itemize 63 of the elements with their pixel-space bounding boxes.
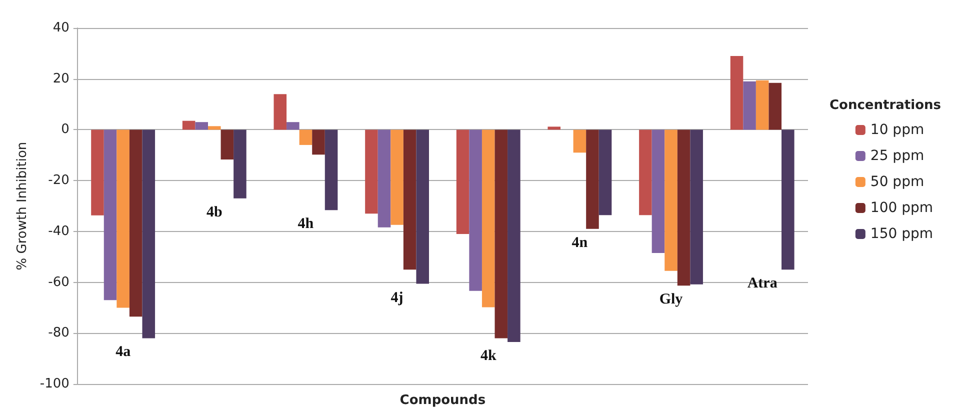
bar (639, 130, 652, 216)
legend-label: 10 ppm (870, 122, 924, 138)
x-tick-label: Atra (747, 276, 778, 292)
bar (782, 130, 794, 270)
bar (508, 130, 520, 342)
y-tick-label: 0 (61, 122, 70, 138)
bar (652, 130, 665, 254)
bar (456, 130, 470, 234)
bar (182, 120, 196, 130)
bar (91, 130, 104, 216)
bar (104, 130, 117, 300)
legend-title: Concentrations (830, 98, 942, 113)
bar (416, 130, 430, 284)
y-tick-label: -100 (40, 376, 70, 392)
x-tick-label: 4h (298, 216, 314, 232)
y-tick-label: -60 (48, 274, 70, 290)
bar (743, 81, 756, 130)
bar (234, 130, 246, 198)
legend-label: 25 ppm (870, 148, 924, 164)
y-tick-label: -40 (48, 224, 70, 239)
bar (129, 130, 142, 317)
bar (548, 126, 561, 130)
y-tick-label: 40 (52, 20, 70, 36)
bar (768, 82, 782, 130)
bar (469, 130, 482, 291)
legend-label: 100 ppm (870, 200, 934, 216)
bar (142, 130, 156, 338)
bar (195, 122, 208, 130)
bar (220, 130, 234, 160)
bar (494, 130, 508, 338)
bar (312, 130, 325, 155)
x-tick-label: Gly (659, 292, 684, 308)
bar (756, 80, 769, 130)
y-axis-title: % Growth Inhibition (15, 142, 30, 270)
bar (365, 130, 378, 214)
bar (482, 130, 495, 308)
bar (573, 130, 586, 153)
legend-label: 50 ppm (870, 174, 924, 190)
bar (299, 130, 312, 145)
bar (286, 122, 300, 130)
bar (116, 130, 130, 308)
x-tick-label: 4j (390, 290, 404, 306)
y-tick-label: -80 (48, 326, 70, 341)
bar (208, 126, 221, 130)
y-tick-label: 20 (52, 71, 70, 86)
bar (403, 130, 416, 270)
x-tick-label: 4n (572, 234, 588, 251)
legend-label: 150 ppm (870, 226, 934, 242)
bar (598, 130, 612, 216)
bar (730, 56, 744, 130)
bar (677, 130, 690, 286)
bar (586, 130, 599, 229)
y-tick-label: -20 (48, 173, 70, 188)
bar (378, 130, 391, 228)
x-tick-label: 4b (206, 204, 222, 220)
x-axis-title: Compounds (400, 393, 486, 408)
bar (664, 130, 678, 271)
x-tick-label: 4k (480, 348, 497, 364)
bar (324, 130, 338, 210)
bar (690, 130, 703, 284)
bar (390, 130, 404, 225)
x-tick-label: 4a (116, 344, 132, 360)
bar (274, 94, 287, 130)
